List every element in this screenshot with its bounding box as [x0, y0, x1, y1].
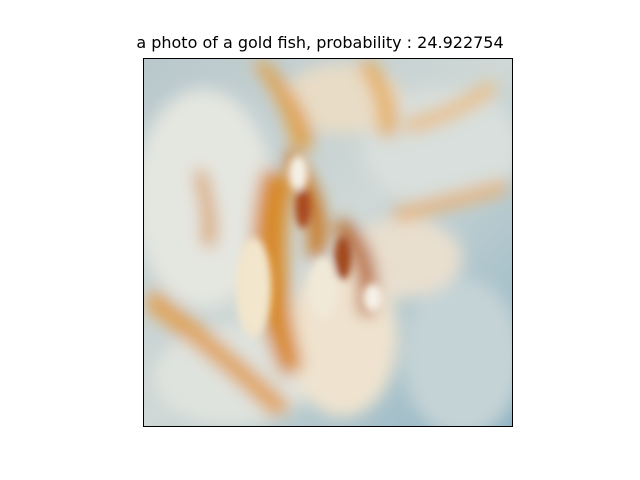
image-axes [143, 58, 513, 427]
highlight-shapes [235, 155, 383, 338]
photo-image [144, 59, 512, 426]
figure-title: a photo of a gold fish, probability : 24… [136, 33, 504, 52]
